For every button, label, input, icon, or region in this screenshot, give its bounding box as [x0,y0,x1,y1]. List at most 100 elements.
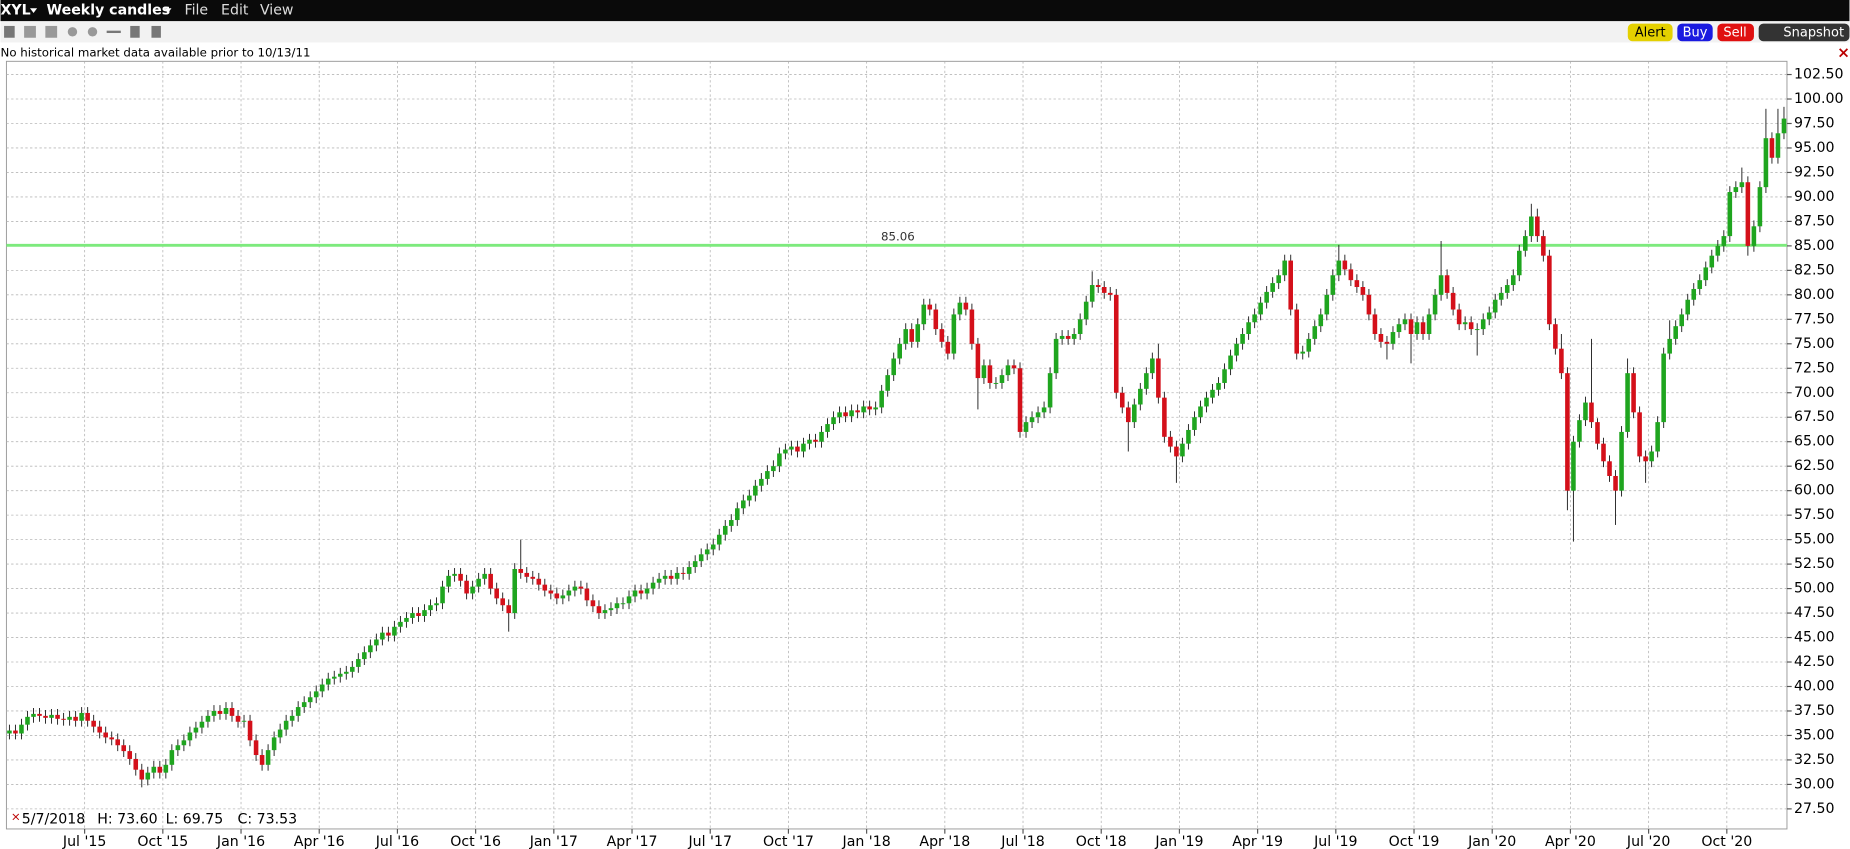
candle-body [1637,412,1642,457]
y-tick-label: 42.50 [1794,654,1834,670]
candle-body [1438,275,1444,295]
candle-body [404,617,409,622]
candle-body [825,424,830,432]
candle-body [1047,373,1053,408]
candle-body [121,745,127,752]
candle-body [789,446,794,450]
candle-body [313,691,319,698]
menu-item[interactable]: View [260,3,294,19]
candle-body [1685,299,1691,315]
candle-body [1023,422,1029,432]
candle-body [1258,302,1263,315]
x-tick-label: Jul '18 [1000,834,1044,849]
candle-body [422,610,427,616]
x-tick-label: Oct '19 [1389,834,1440,849]
y-tick-label: 90.00 [1794,189,1834,205]
button-label[interactable]: Snapshot [1783,26,1844,41]
candle-body [1228,355,1233,370]
button-label[interactable]: Buy [1683,26,1708,41]
candle-body [716,534,722,545]
dropdown-arrow[interactable] [30,8,38,13]
candle-body [1372,314,1378,335]
candle-body [765,471,770,479]
candle-body [1456,309,1462,325]
candle-body [1216,382,1221,390]
candle-body [1144,373,1149,389]
candle-body [1180,443,1185,457]
candle-body [1204,397,1209,407]
candle-body [1595,422,1600,444]
candle-body [1649,451,1654,462]
candle-body [1480,319,1486,330]
candle-body [416,613,421,616]
candle-body [650,582,656,589]
dropdown-arrow[interactable] [164,8,172,13]
candle-body [1745,182,1751,246]
candle-body [951,314,957,354]
candle-body [1366,294,1372,315]
chart-mode[interactable]: Weekly candles [47,3,171,19]
candle-body [1378,334,1384,342]
snapshot-button[interactable] [1758,23,1850,42]
candle-body [662,575,668,579]
candle-body [271,737,277,751]
menu-item[interactable]: Edit [221,3,249,19]
candle-body [1523,236,1528,251]
candle-body [325,678,331,685]
candle-body [1426,314,1432,335]
candle-body [103,732,108,738]
button-label[interactable]: Alert [1635,26,1666,41]
candle-body [1432,294,1438,315]
candle-body [1559,348,1564,374]
candle-body [1107,292,1113,295]
candle-body [1168,436,1173,447]
x-tick-label: Apr '17 [607,834,658,849]
status-close-icon: × [11,810,21,824]
candle-body [115,739,120,746]
candle-body [241,720,247,722]
candle-body [337,673,343,677]
candle-body [1083,301,1089,320]
candle-body [831,417,836,425]
x-tick-label: Apr '18 [919,834,970,849]
buy-button[interactable] [1677,23,1713,42]
candle-body [217,710,223,714]
y-tick-label: 67.50 [1794,409,1834,425]
x-tick-label: Apr '16 [294,834,345,849]
tool-icons[interactable] [4,25,161,38]
candle-body [1619,431,1624,491]
candle-body [283,720,289,730]
candle-body [1150,358,1155,374]
horizontal-line-label: 85.06 [881,230,915,244]
candle-body [1739,182,1745,188]
x-tick-label: Oct '17 [763,834,814,849]
candle-body [434,603,439,606]
candle-body [1673,326,1678,339]
candle-body [374,639,379,646]
candle-body [1510,275,1516,286]
candle-body [915,324,921,342]
candle-body [1535,216,1540,237]
candle-body [939,329,945,342]
x-tick-label: Oct '16 [450,834,501,849]
candle-body [193,727,199,733]
symbol[interactable]: XYL [1,3,31,19]
candle-body [1174,446,1179,457]
candle-body [638,590,644,594]
button-label[interactable]: Sell [1723,26,1746,41]
status-high: H: 73.60 [97,812,157,828]
candle-body [1547,255,1552,325]
candle-body [1132,404,1137,423]
candle-body [175,745,181,751]
candle-body [584,588,590,601]
candle-body [307,697,313,703]
candle-body [987,365,993,383]
sell-button[interactable] [1717,23,1754,42]
close-button[interactable]: × [1837,44,1850,62]
x-tick-label: Jul '15 [62,834,106,849]
y-tick-label: 100.00 [1794,91,1843,107]
candle-body [1390,332,1396,344]
menu-item[interactable]: File [184,3,208,19]
alert-button[interactable] [1627,23,1673,42]
candle-body [668,575,674,579]
